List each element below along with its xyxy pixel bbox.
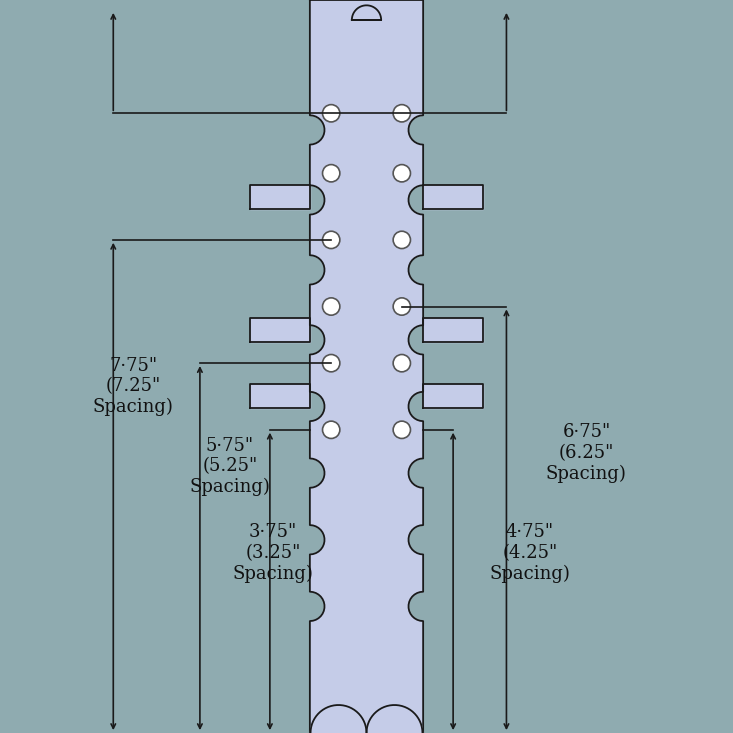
- Circle shape: [323, 421, 340, 438]
- Text: 3·75"
(3.25"
Spacing): 3·75" (3.25" Spacing): [233, 523, 314, 583]
- Circle shape: [323, 105, 340, 122]
- Circle shape: [393, 298, 410, 315]
- Text: 5·75"
(5.25"
Spacing): 5·75" (5.25" Spacing): [189, 437, 270, 496]
- Polygon shape: [250, 185, 310, 209]
- Circle shape: [323, 355, 340, 372]
- Polygon shape: [423, 318, 483, 342]
- Polygon shape: [311, 705, 366, 733]
- Circle shape: [323, 231, 340, 248]
- Text: 7·75"
(7.25"
Spacing): 7·75" (7.25" Spacing): [93, 356, 174, 416]
- Circle shape: [323, 298, 340, 315]
- Polygon shape: [423, 385, 483, 408]
- Text: 4·75"
(4.25"
Spacing): 4·75" (4.25" Spacing): [490, 523, 570, 583]
- Polygon shape: [310, 0, 423, 733]
- Circle shape: [323, 165, 340, 182]
- Polygon shape: [250, 318, 310, 342]
- Text: 6·75"
(6.25"
Spacing): 6·75" (6.25" Spacing): [546, 423, 627, 483]
- Polygon shape: [366, 705, 422, 733]
- Circle shape: [393, 421, 410, 438]
- Circle shape: [393, 355, 410, 372]
- Polygon shape: [423, 185, 483, 209]
- Circle shape: [393, 231, 410, 248]
- Polygon shape: [250, 385, 310, 408]
- Polygon shape: [352, 5, 381, 20]
- Circle shape: [393, 165, 410, 182]
- Circle shape: [393, 105, 410, 122]
